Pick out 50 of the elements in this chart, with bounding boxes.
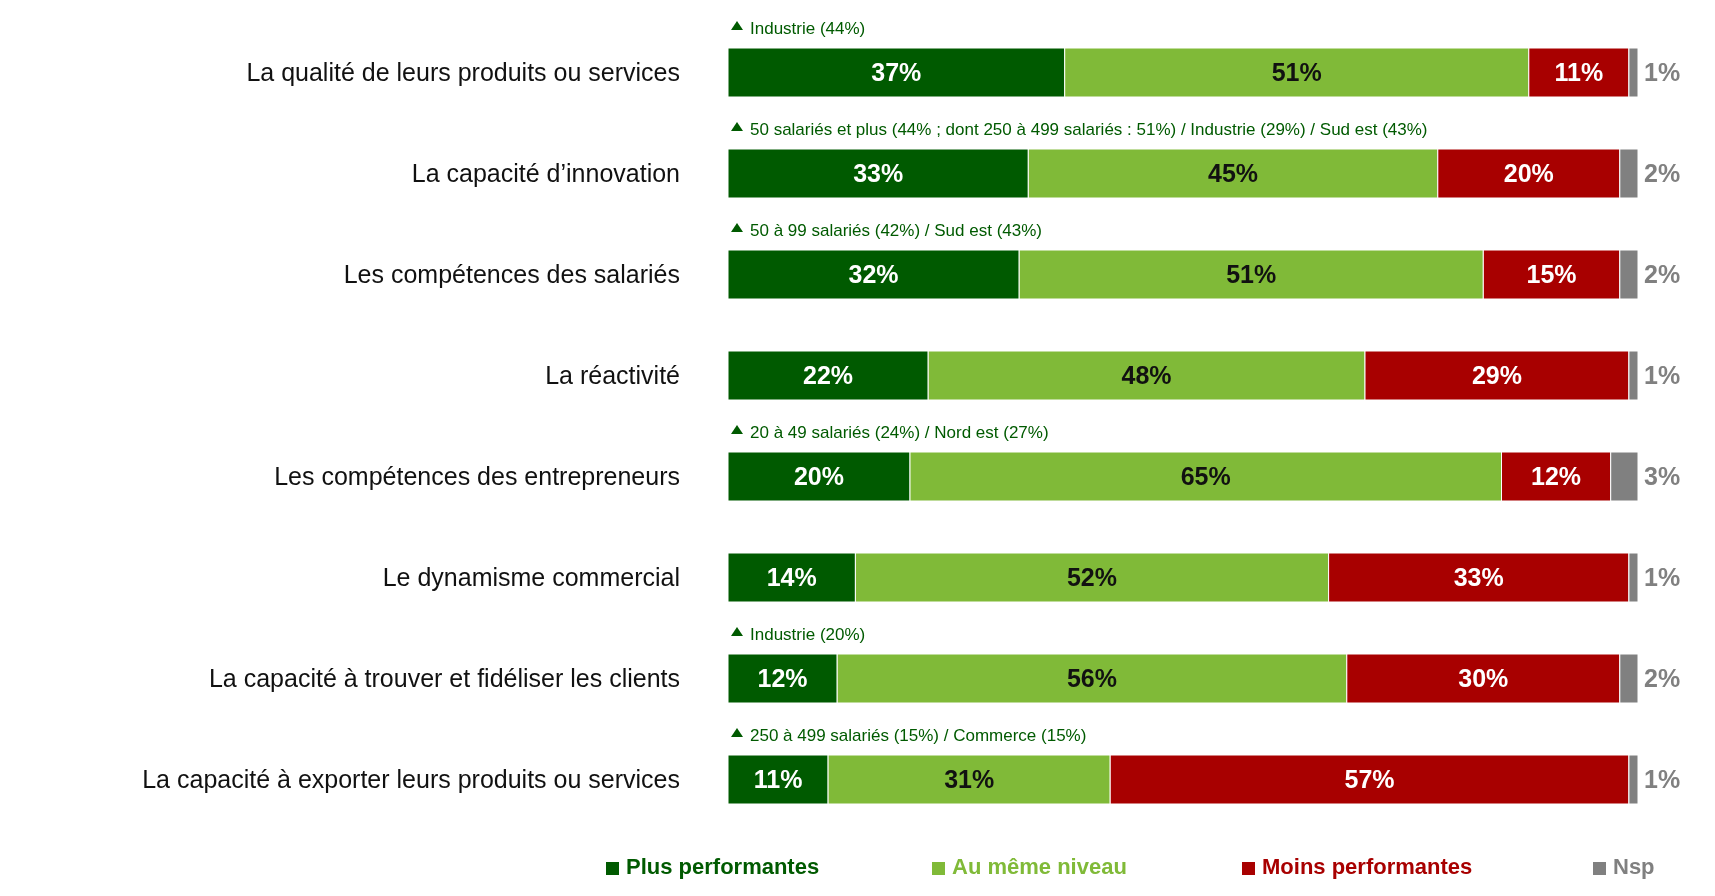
data-label: 22%: [803, 361, 854, 390]
data-label: 65%: [1180, 462, 1231, 491]
data-label: 2%: [1644, 159, 1681, 188]
data-label: 33%: [1453, 563, 1504, 592]
data-label: 57%: [1344, 765, 1395, 794]
legend-label: Moins performantes: [1262, 854, 1473, 879]
data-label: 2%: [1644, 664, 1681, 693]
data-label: 56%: [1066, 664, 1118, 693]
y-tick-label: La capacité à exporter leurs produits ou services: [142, 765, 680, 794]
y-tick-label: La qualité de leurs produits ou services: [246, 58, 680, 87]
data-label: 32%: [848, 260, 899, 289]
annotation: 20 à 49 salariés (24%) / Nord est (27%): [750, 423, 1049, 442]
legend-label: Au même niveau: [952, 854, 1127, 879]
data-label: 11%: [753, 765, 803, 794]
annotation: Industrie (20%): [750, 625, 866, 644]
y-tick-label: Les compétences des salariés: [343, 260, 680, 289]
y-tick-label: Le dynamisme commercial: [382, 563, 680, 592]
data-label: 15%: [1526, 260, 1577, 289]
data-label: 1%: [1644, 563, 1681, 592]
y-tick-label: La capacité à trouver et fidéliser les clients: [208, 664, 680, 693]
data-label: 11%: [1554, 58, 1604, 87]
legend-label: Plus performantes: [626, 854, 820, 879]
data-label: 29%: [1471, 361, 1522, 390]
data-label: 12%: [757, 664, 808, 693]
data-label: 12%: [1531, 462, 1582, 491]
data-label: 1%: [1644, 765, 1681, 794]
data-label: 48%: [1121, 361, 1172, 390]
data-label: 33%: [853, 159, 904, 188]
data-label: 51%: [1226, 260, 1277, 289]
data-label: 30%: [1458, 664, 1509, 693]
data-label: 20%: [1503, 159, 1554, 188]
y-tick-label: La réactivité: [545, 361, 680, 390]
annotation: 50 à 99 salariés (42%) / Sud est (43%): [750, 221, 1042, 240]
data-label: 37%: [871, 58, 922, 87]
data-label: 3%: [1644, 462, 1681, 491]
data-label: 52%: [1066, 563, 1118, 592]
legend-label: Nsp: [1613, 854, 1655, 879]
data-label: 31%: [944, 765, 995, 794]
data-label: 14%: [766, 563, 817, 592]
annotation: 50 salariés et plus (44% ; dont 250 à 499 salariés : 51%) / Industrie (29%) / Sud est (43%): [750, 120, 1428, 139]
data-label: 20%: [793, 462, 845, 491]
y-tick-label: Les compétences des entrepreneurs: [274, 462, 680, 491]
data-label: 51%: [1271, 58, 1322, 87]
data-label: 45%: [1208, 159, 1259, 188]
annotation: Industrie (44%): [750, 19, 866, 38]
data-label: 2%: [1644, 260, 1681, 289]
data-label: 1%: [1644, 58, 1681, 87]
y-tick-label: La capacité d’innovation: [411, 159, 680, 188]
annotation: 250 à 499 salariés (15%) / Commerce (15%): [750, 726, 1087, 745]
data-label: 1%: [1644, 361, 1681, 390]
